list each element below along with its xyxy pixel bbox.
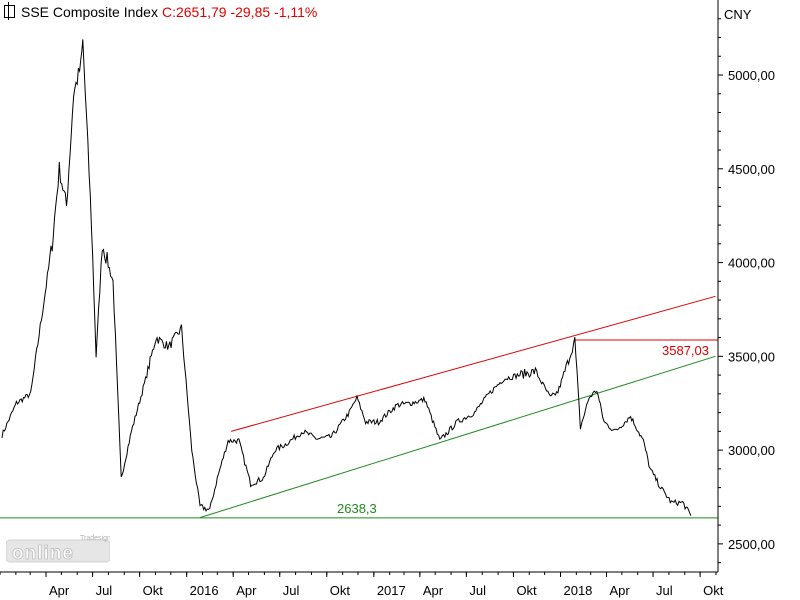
support-label: 2638,3 — [337, 501, 377, 516]
y-tick-label: 4000,00 — [728, 256, 775, 271]
y-tick-label: 4500,00 — [728, 162, 775, 177]
x-tick-label: Jul — [96, 583, 113, 598]
instrument-name: SSE Composite Index — [21, 4, 158, 20]
logo-small-text: Tradesignal® — [80, 534, 110, 542]
x-tick-label: Okt — [703, 583, 724, 598]
x-tick-label: Okt — [516, 583, 537, 598]
x-tick-label: Okt — [143, 583, 164, 598]
y-tick-label: 2500,00 — [728, 537, 775, 552]
price-series-line — [1, 39, 692, 516]
lower-trendline — [199, 355, 716, 519]
tradesignal-online-logo: Tradesignal® online — [6, 534, 110, 564]
x-tick-label: Jul — [283, 583, 300, 598]
resistance-label: 3587,03 — [662, 343, 709, 358]
plot-area: 3587,03 2638,3 — [0, 39, 718, 519]
x-tick-label: Apr — [610, 583, 631, 598]
x-axis-ticks: Apr Jul Okt 2016 Apr Jul Okt 2017 Apr Jul Okt 2018 A… — [0, 572, 724, 598]
x-tick-label: Apr — [423, 583, 444, 598]
upper-trendline — [231, 295, 716, 432]
currency-label: CNY — [724, 7, 752, 22]
candle-icon — [4, 2, 15, 20]
chart-header: SSE Composite Index C:2651,79 -29,85 -1,1… — [4, 2, 318, 20]
x-tick-label: Apr — [49, 583, 70, 598]
x-tick-label: Jul — [469, 583, 486, 598]
x-tick-label: Apr — [236, 583, 257, 598]
y-tick-label: 5000,00 — [728, 68, 775, 83]
x-tick-label: Jul — [656, 583, 673, 598]
x-tick-label: 2018 — [563, 583, 592, 598]
y-tick-label: 3000,00 — [728, 443, 775, 458]
x-tick-label: 2017 — [377, 583, 406, 598]
last-price-label: C:2651,79 -29,85 -1,11% — [161, 4, 318, 20]
logo-text: online — [12, 543, 74, 564]
y-tick-label: 3500,00 — [728, 349, 775, 364]
x-tick-label: Okt — [330, 583, 351, 598]
x-tick-label: 2016 — [190, 583, 219, 598]
y-axis-ticks: 5000,00 4500,00 4000,00 3500,00 3000,00 2500,… — [718, 18, 775, 564]
